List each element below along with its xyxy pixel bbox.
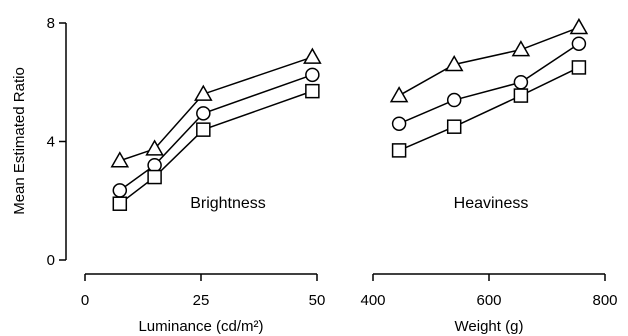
square-marker bbox=[112, 196, 128, 211]
y-tick-label: 8 bbox=[47, 15, 55, 32]
panel-label: Brightness bbox=[190, 195, 266, 212]
series-triangle bbox=[389, 17, 589, 103]
series-line-square bbox=[119, 90, 313, 205]
circle-marker bbox=[112, 183, 128, 198]
triangle-marker bbox=[511, 40, 531, 57]
y-axis: Mean Estimated Ratio 0 4 8 bbox=[11, 15, 67, 269]
x-tick-label: 25 bbox=[193, 292, 210, 309]
square-marker bbox=[147, 169, 162, 185]
circle-marker bbox=[196, 106, 211, 121]
triangle-marker bbox=[444, 54, 464, 72]
square-marker bbox=[196, 122, 211, 137]
circle-marker bbox=[446, 92, 462, 108]
circle-marker bbox=[305, 67, 320, 83]
circle-marker bbox=[571, 36, 587, 51]
square-marker bbox=[513, 88, 529, 103]
series-line-triangle bbox=[398, 26, 580, 97]
square-marker bbox=[571, 60, 587, 75]
square-marker bbox=[446, 119, 462, 134]
panel-brightness: 0 25 50 Luminance (cd/m²) Brightness bbox=[81, 47, 326, 335]
circle-marker bbox=[513, 75, 529, 90]
y-tick-label: 4 bbox=[47, 134, 55, 151]
x-tick-label: 800 bbox=[592, 292, 617, 309]
series-line-circle bbox=[398, 43, 580, 125]
x-tick-label: 400 bbox=[360, 292, 385, 309]
circle-marker bbox=[147, 157, 162, 173]
y-tick-label: 0 bbox=[47, 252, 55, 269]
triangle-marker bbox=[145, 139, 164, 156]
series-square bbox=[112, 83, 320, 211]
panel-heaviness: 400 600 800 Weight (g) Heaviness bbox=[360, 17, 618, 335]
series-line-square bbox=[398, 66, 580, 152]
triangle-marker bbox=[194, 84, 213, 101]
triangle-marker bbox=[303, 47, 322, 64]
panel-label: Heaviness bbox=[454, 195, 529, 212]
circle-marker bbox=[391, 116, 407, 131]
square-marker bbox=[391, 143, 407, 158]
y-axis-label: Mean Estimated Ratio bbox=[11, 67, 28, 215]
series-square bbox=[391, 60, 587, 158]
x-tick-label: 50 bbox=[309, 292, 326, 309]
y-ticks: 0 4 8 bbox=[47, 15, 66, 269]
x-axis-label: Luminance (cd/m²) bbox=[138, 318, 263, 335]
triangle-marker bbox=[110, 151, 130, 168]
square-marker bbox=[305, 83, 320, 99]
series-line-triangle bbox=[119, 56, 313, 162]
x-tick-label: 600 bbox=[476, 292, 501, 309]
x-axis-label: Weight (g) bbox=[455, 318, 524, 335]
triangle-marker bbox=[389, 86, 409, 103]
series-triangle bbox=[110, 47, 322, 168]
series-line-circle bbox=[119, 74, 313, 191]
triangle-marker bbox=[569, 17, 589, 35]
series-circle bbox=[112, 67, 320, 198]
x-tick-label: 0 bbox=[81, 292, 89, 309]
